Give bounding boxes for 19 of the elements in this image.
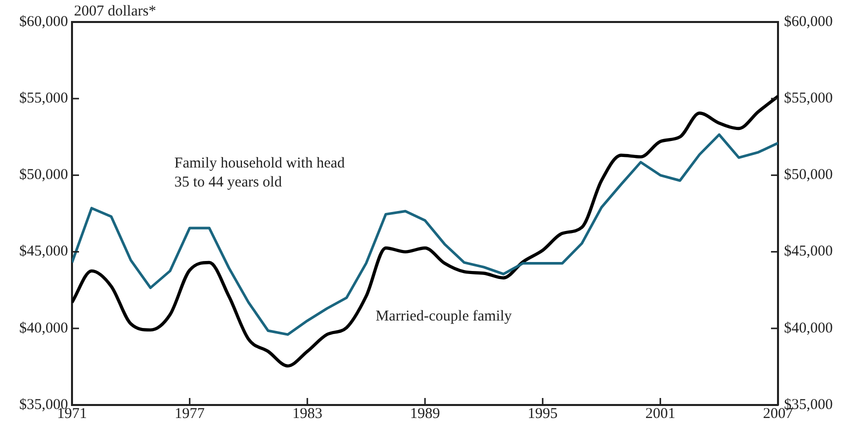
y2-tick-label: $40,000 [784, 320, 833, 336]
y-axis-title: 2007 dollars* [74, 3, 156, 20]
y-tick-label: $40,000 [19, 320, 68, 336]
x-tick-label: 2001 [645, 406, 676, 422]
x-tick-label: 1995 [528, 406, 558, 422]
series-label: Married-couple family [376, 308, 512, 325]
x-tick-label: 1983 [292, 406, 322, 422]
y-tick-label: $45,000 [19, 244, 68, 260]
x-tick-label: 1977 [174, 406, 206, 422]
y-tick-label: $60,000 [19, 14, 68, 30]
y-tick-label: $55,000 [19, 90, 68, 107]
x-tick-label: 1989 [410, 406, 440, 422]
y2-tick-label: $45,000 [784, 244, 833, 260]
text: Family household with head 35 to 44 years old [174, 155, 346, 190]
y2-tick-label: $55,000 [784, 90, 833, 107]
y2-tick-label: $50,000 [784, 167, 833, 184]
line-series [72, 94, 778, 368]
y-tick-label: $50,000 [19, 167, 68, 184]
y2-tick-label: $60,000 [784, 14, 833, 30]
